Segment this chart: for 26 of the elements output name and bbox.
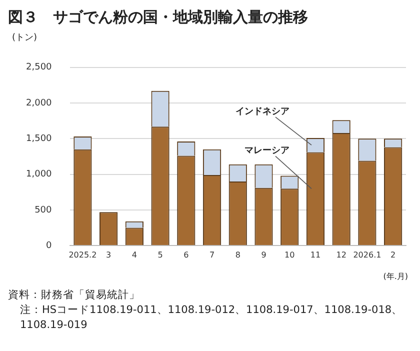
y-tick-label: 0 (46, 240, 52, 251)
text: 資料：財務省「貿易統計」 (8, 288, 141, 303)
x-tick-label: 5 (158, 250, 163, 260)
x-tick-label: 2 (390, 250, 396, 260)
x-tick-label: 2026.1 (353, 250, 382, 260)
x-tick-label: 6 (184, 250, 189, 260)
series-label: マレーシア (244, 146, 290, 156)
text: 注：HSコード1108.19-011、1108.19-012、1108.19-017、1108.19-018、1108.19-019 (19, 303, 404, 333)
chart-title: 図３ サゴでん粉の国・地域別輸入量の推移 (8, 8, 309, 27)
y-axis-title: (トン) (12, 32, 38, 44)
x-tick-label: 3 (106, 250, 112, 260)
x-tick-label: 8 (235, 250, 240, 260)
x-tick-label: 2025.2 (68, 250, 97, 260)
y-tick-label: 1,000 (26, 170, 52, 180)
x-tick-label: 12 (336, 250, 346, 260)
x-tick-label: 10 (284, 250, 295, 260)
y-tick-label: 1,500 (26, 134, 52, 144)
x-tick-label: 4 (132, 250, 137, 260)
x-tick-label: 9 (261, 250, 266, 260)
x-tick-label: 11 (310, 250, 321, 260)
x-axis-title: (年.月) (382, 271, 408, 282)
y-tick-label: 2,000 (26, 98, 52, 108)
x-tick-label: 7 (209, 250, 215, 260)
y-tick-label: 2,500 (26, 62, 52, 73)
y-tick-label: 500 (34, 205, 52, 216)
text: インドネシア (235, 106, 290, 117)
